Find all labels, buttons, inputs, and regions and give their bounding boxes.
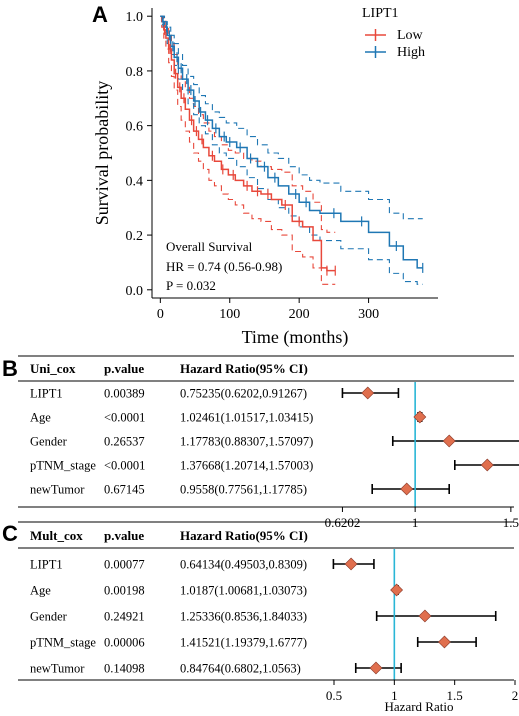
km-y-tick-label: 0.0 (126, 284, 144, 299)
legend-label-low: Low (397, 28, 424, 43)
forest-x-tick-label: 0.5 (326, 688, 342, 703)
forest-hr-diamond (442, 434, 456, 448)
forest-hr-diamond (438, 635, 451, 649)
uni-header-pvalue: p.value (104, 361, 144, 376)
mult-table-rows: LIPT1 0.00077 0.64134(0.49503,0.8309) Age 0.… (30, 558, 307, 676)
forest-row-hr-ci: 0.9558(0.77561,1.17785) (180, 483, 307, 497)
panel-label-a: A (92, 2, 108, 27)
forest-row-label: LIPT1 (30, 387, 63, 401)
km-y-ticks: 0.0 0.2 0.4 0.6 0.8 1.0 (126, 10, 152, 299)
km-x-tick-label: 300 (358, 307, 379, 322)
forest-hr-diamond (418, 609, 432, 623)
forest-hr-diamond (480, 458, 494, 472)
km-y-tick-label: 0.8 (126, 65, 144, 80)
forest-row-pvalue: 0.00077 (104, 558, 145, 572)
forest-row-hr-ci: 1.17783(0.88307,1.57097) (180, 435, 313, 449)
forest-row-pvalue: 0.24921 (104, 610, 145, 624)
panel-label-c: C (2, 521, 18, 546)
forest-row-hr-ci: 1.37668(1.20714,1.57003) (180, 459, 313, 473)
legend-title: LIPT1 (362, 6, 399, 21)
forest-x-tick-label: 2 (512, 688, 519, 703)
km-x-tick-label: 100 (219, 307, 240, 322)
km-ci-lower-high (160, 15, 423, 285)
forest-x-tick-label: 1.5 (447, 688, 463, 703)
forest-row-hr-ci: 0.84764(0.6802,1.0563) (180, 662, 301, 676)
panel-label-b: B (2, 356, 18, 381)
km-y-tick-label: 0.6 (126, 120, 144, 135)
forest-row-pvalue: 0.00198 (104, 584, 145, 598)
km-survival-curves (160, 15, 423, 272)
forest-hr-diamond (361, 386, 375, 400)
forest-row-pvalue: 0.00389 (104, 387, 145, 401)
forest-row-hr-ci: 0.75235(0.6202,0.91267) (180, 387, 307, 401)
km-axes (151, 8, 438, 299)
forest-row-pvalue: 0.14098 (104, 662, 145, 676)
forest-x-tick-label: 1 (391, 688, 398, 703)
annotation-hazard-ratio: HR = 0.74 (0.56-0.98) (166, 259, 282, 274)
forest-hr-diamond (344, 557, 358, 571)
km-confidence-bands (160, 15, 423, 285)
mult-header-label: Mult_cox (30, 528, 83, 543)
km-ci-lower-low (160, 15, 336, 285)
uni-table-rows: LIPT1 0.00389 0.75235(0.6202,0.91267) Age <0… (30, 387, 313, 497)
km-legend: LIPT1 Low High (362, 6, 425, 60)
km-y-tick-label: 0.2 (126, 229, 144, 244)
forest-row-hr-ci: 0.64134(0.49503,0.8309) (180, 558, 307, 572)
forest-row-label: Age (30, 411, 51, 425)
km-x-ticks: 0 100 200 300 (157, 298, 379, 322)
mult-header-hr: Hazard Ratio(95% CI) (180, 528, 308, 543)
km-y-tick-label: 0.4 (126, 174, 144, 189)
forest-row-hr-ci: 1.02461(1.01517,1.03415) (180, 411, 313, 425)
forest-hr-diamond (390, 583, 404, 597)
mult-header-pvalue: p.value (104, 528, 144, 543)
mult-x-ticks: 0.5 1 1.5 2 (326, 680, 518, 703)
forest-row-label: Gender (30, 435, 68, 449)
forest-row-label: Gender (30, 610, 68, 624)
km-x-tick-label: 0 (157, 307, 164, 322)
forest-row-label: newTumor (30, 483, 85, 497)
forest-row-hr-ci: 1.41521(1.19379,1.6777) (180, 636, 307, 650)
forest-hr-diamond (369, 661, 383, 675)
forest-hr-diamond (413, 410, 427, 424)
legend-label-high: High (397, 45, 425, 60)
forest-row-label: pTNM_stage (30, 636, 96, 650)
km-censor-marks (162, 16, 424, 276)
forest-row-pvalue: <0.0001 (104, 411, 145, 425)
km-y-axis-title: Survival probability (92, 81, 112, 225)
forest-row-label: Age (30, 584, 51, 598)
uni-cox-panel: B Uni_cox p.value Hazard Ratio(95% CI) L… (2, 355, 519, 534)
km-curve-high (160, 15, 423, 269)
km-curve-low (160, 15, 336, 272)
km-x-tick-label: 200 (289, 307, 310, 322)
forest-row-label: LIPT1 (30, 558, 63, 572)
forest-row-pvalue: <0.0001 (104, 459, 145, 473)
uni-header-label: Uni_cox (30, 361, 76, 376)
km-ci-upper-low (160, 15, 336, 233)
forest-row-pvalue: 0.00006 (104, 636, 145, 650)
mult-forest-plot (332, 549, 497, 680)
annotation-p-value: P = 0.032 (166, 278, 216, 293)
forest-hr-diamond (400, 482, 414, 496)
km-y-tick-label: 1.0 (126, 10, 144, 25)
forest-row-pvalue: 0.26537 (104, 435, 145, 449)
forest-row-hr-ci: 1.25336(0.8536,1.84033) (180, 610, 307, 624)
km-panel: A 0.0 0.2 0.4 0.6 0.8 1.0 0 100 200 300 Survival… (92, 2, 438, 348)
legend-item-high: High (365, 45, 425, 60)
forest-row-label: pTNM_stage (30, 459, 96, 473)
annotation-overall-survival: Overall Survival (166, 239, 253, 254)
km-ci-upper-high (160, 15, 423, 220)
forest-row-label: newTumor (30, 662, 85, 676)
legend-item-low: Low (365, 28, 424, 43)
mult-x-axis-title: Hazard Ratio (385, 699, 454, 714)
forest-row-hr-ci: 1.0187(1.00681,1.03073) (180, 584, 307, 598)
forest-row-pvalue: 0.67145 (104, 483, 145, 497)
uni-header-hr: Hazard Ratio(95% CI) (180, 361, 308, 376)
uni-forest-plot (341, 382, 519, 507)
km-x-axis-title: Time (months) (242, 327, 349, 348)
mult-cox-panel: C Mult_cox p.value Hazard Ratio(95% CI) … (2, 521, 518, 714)
uni-x-axis-title: Hazard Ratio (384, 519, 453, 534)
